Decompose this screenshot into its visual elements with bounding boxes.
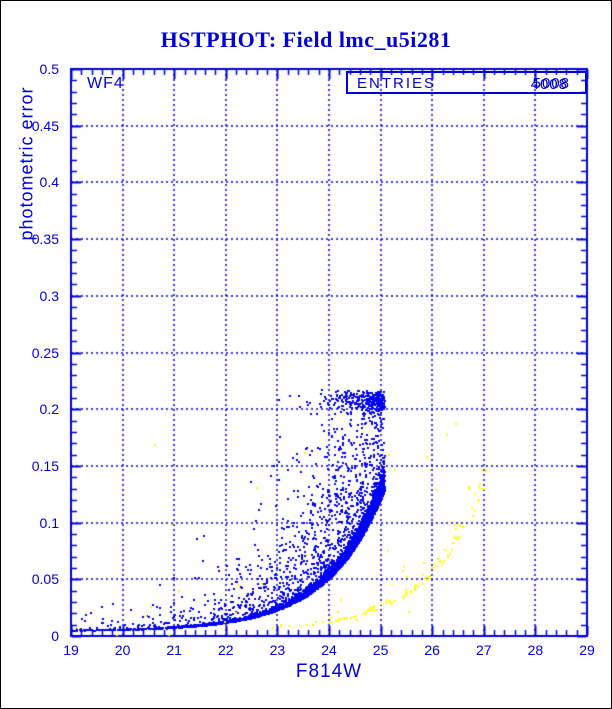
- y-tick-label: 0.45: [31, 117, 59, 134]
- y-tick-label: 0.25: [31, 344, 59, 361]
- y-tick-label: 0.1: [39, 514, 59, 531]
- x-tick-label: 29: [579, 642, 595, 658]
- x-tick-label: 19: [63, 642, 79, 658]
- stats-entries-value-main: 5008: [532, 75, 570, 92]
- y-tick-label: 0: [51, 628, 59, 644]
- y-tick-label: 0.5: [39, 61, 59, 77]
- x-tick-label: 21: [166, 642, 182, 658]
- x-axis-label: F814W: [295, 661, 363, 682]
- y-tick-label: 0.05: [31, 571, 59, 588]
- y-tick-label: 0.3: [39, 287, 59, 304]
- x-tick-label: 20: [114, 642, 131, 658]
- y-tick-label: 0.35: [31, 231, 59, 248]
- x-tick-label: 26: [424, 642, 440, 658]
- x-tick-label: 28: [527, 642, 544, 658]
- y-tick-label: 0.4: [39, 174, 59, 191]
- stats-box: ENTRIES 4008 5008: [346, 71, 587, 94]
- x-tick-label: 22: [218, 642, 234, 658]
- stats-entries-label: ENTRIES: [357, 75, 437, 92]
- x-tick-label: 25: [372, 642, 389, 658]
- y-tick-label: 0.2: [39, 401, 59, 418]
- stats-entries-value-overlap: 4008: [530, 76, 568, 93]
- x-tick-label: 23: [269, 642, 286, 658]
- chip-label: WF4: [87, 75, 124, 92]
- page-title: HSTPHOT: Field lmc_u5i281: [160, 27, 452, 52]
- x-tick-label: 27: [476, 642, 492, 658]
- x-tick-label: 24: [321, 642, 337, 658]
- stats-entries-value: 4008 5008: [530, 75, 570, 93]
- y-tick-label: 0.15: [31, 457, 59, 474]
